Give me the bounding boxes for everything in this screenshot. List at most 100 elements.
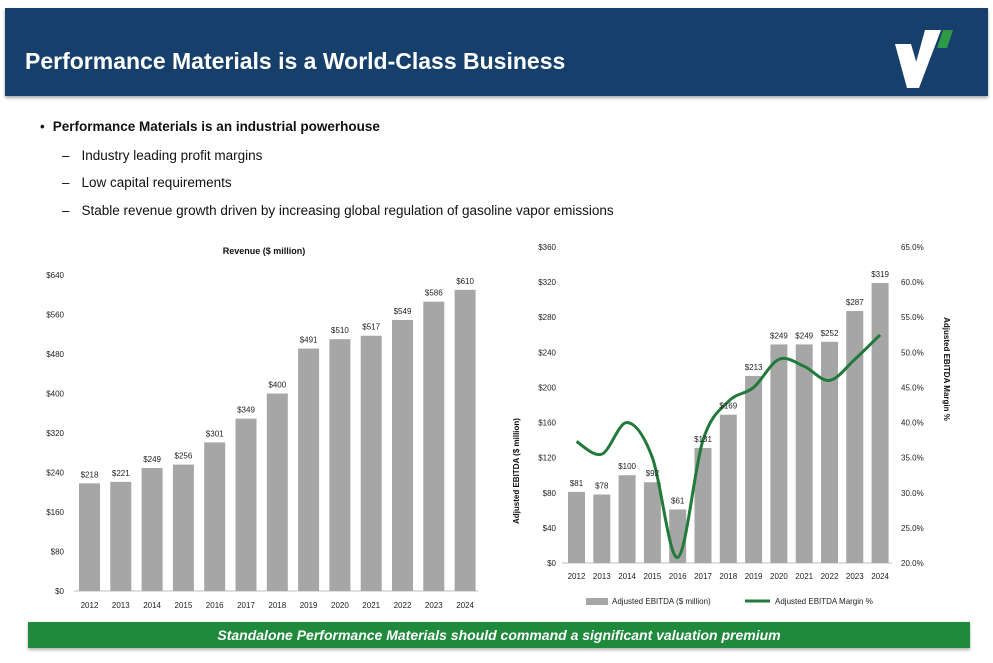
bullet-main-text: Performance Materials is an industrial p… xyxy=(52,119,380,134)
ebitda-y-tick-label-right: 55.0% xyxy=(901,313,924,322)
revenue-data-label: $349 xyxy=(237,406,255,415)
ebitda-data-label: $213 xyxy=(745,363,763,372)
revenue-y-tick-label: $640 xyxy=(46,271,64,280)
revenue-bar xyxy=(79,483,100,591)
revenue-bar xyxy=(392,319,413,591)
revenue-x-tick-label: 2018 xyxy=(268,601,286,610)
ebitda-bar xyxy=(795,344,813,563)
ebitda-y-tick-label-left: $40 xyxy=(543,524,557,533)
company-logo-icon xyxy=(895,30,953,88)
revenue-x-tick-label: 2020 xyxy=(331,601,349,610)
revenue-bar xyxy=(329,339,351,591)
ebitda-bar xyxy=(719,414,737,563)
revenue-bar xyxy=(298,348,320,591)
revenue-x-tick-label: 2024 xyxy=(456,601,474,610)
ebitda-y-tick-label-left: $80 xyxy=(543,489,557,498)
bullet-sub-text: Stable revenue growth driven by increasi… xyxy=(81,203,614,218)
revenue-data-label: $218 xyxy=(81,470,99,479)
ebitda-data-label: $319 xyxy=(871,270,889,279)
ebitda-y-tick-label-right: 45.0% xyxy=(901,383,924,392)
revenue-data-label: $400 xyxy=(268,381,286,390)
ebitda-bar xyxy=(643,482,661,563)
revenue-x-tick-label: 2016 xyxy=(206,601,224,610)
ebitda-y-tick-label-left: $240 xyxy=(538,348,556,357)
ebitda-x-tick-label: 2014 xyxy=(618,572,636,581)
revenue-x-tick-label: 2014 xyxy=(143,601,161,610)
ebitda-x-tick-label: 2023 xyxy=(846,572,864,581)
ebitda-data-label: $61 xyxy=(671,496,685,505)
ebitda-chart: $81 $78 $100 $92 $61 $131 $169 $213 $249 $249 $252… xyxy=(512,243,951,606)
ebitda-y-tick-label-left: $120 xyxy=(538,454,556,463)
revenue-bar xyxy=(172,464,194,591)
revenue-x-tick-label: 2012 xyxy=(81,601,99,610)
ebitda-data-label: $249 xyxy=(770,331,788,340)
ebitda-data-label: $78 xyxy=(595,482,609,491)
ebitda-y-tick-label-right: 50.0% xyxy=(901,348,924,357)
ebitda-x-tick-label: 2013 xyxy=(593,572,611,581)
ebitda-y-tick-label-left: $280 xyxy=(538,313,556,322)
ebitda-x-tick-label: 2012 xyxy=(568,572,586,581)
ebitda-bar xyxy=(618,475,636,563)
bullet-sub-text: Low capital requirements xyxy=(81,175,232,190)
header-bar: Performance Materials is a World-Class B… xyxy=(5,8,988,96)
ebitda-y-tick-label-left: $0 xyxy=(547,559,556,568)
bullet-sub: – Low capital requirements xyxy=(62,175,232,190)
ebitda-margin-line xyxy=(575,333,882,559)
bullet-sub-text: Industry leading profit margins xyxy=(81,148,263,163)
revenue-bar xyxy=(423,301,445,591)
ebitda-bar xyxy=(821,341,838,563)
ebitda-y-tick-label-right: 30.0% xyxy=(901,489,924,498)
legend-bar-swatch xyxy=(586,598,608,605)
ebitda-x-tick-label: 2017 xyxy=(694,572,712,581)
legend-line-label: Adjusted EBITDA Margin % xyxy=(775,597,873,606)
legend: Adjusted EBITDA ($ million) Adjusted EBI… xyxy=(586,597,873,606)
revenue-y-tick-label: $0 xyxy=(55,587,64,596)
revenue-y-tick-label: $560 xyxy=(46,311,64,320)
revenue-data-label: $517 xyxy=(362,323,380,332)
ebitda-y-tick-label-left: $360 xyxy=(538,243,556,252)
ebitda-data-label: $287 xyxy=(846,298,864,307)
ebitda-bar xyxy=(694,448,712,563)
revenue-bar xyxy=(235,418,257,591)
ebitda-data-label: $81 xyxy=(570,479,584,488)
bullet-main: • Performance Materials is an industrial … xyxy=(40,119,380,134)
revenue-y-tick-label: $160 xyxy=(46,508,64,517)
ebitda-y-tick-label-right: 25.0% xyxy=(901,524,924,533)
ebitda-y-tick-label-right: 65.0% xyxy=(901,243,924,252)
revenue-x-tick-label: 2023 xyxy=(425,601,443,610)
revenue-y-tick-label: $400 xyxy=(46,390,64,399)
revenue-bar xyxy=(266,393,288,591)
revenue-bar xyxy=(360,335,382,591)
ebitda-data-label: $100 xyxy=(618,462,636,471)
revenue-data-label: $610 xyxy=(456,277,474,286)
ebitda-x-tick-label: 2015 xyxy=(644,572,662,581)
ebitda-y-tick-label-left: $200 xyxy=(538,383,556,392)
ebitda-x-tick-label: 2022 xyxy=(821,572,839,581)
page-title: Performance Materials is a World-Class B… xyxy=(25,48,566,74)
revenue-data-label: $510 xyxy=(331,326,349,335)
revenue-data-label: $256 xyxy=(175,452,193,461)
revenue-bar xyxy=(204,442,226,591)
revenue-x-tick-label: 2015 xyxy=(175,601,193,610)
revenue-bar xyxy=(454,289,476,591)
revenue-data-label: $301 xyxy=(206,429,224,438)
ebitda-data-label: $249 xyxy=(795,331,813,340)
bullet-sub: – Industry leading profit margins xyxy=(62,148,263,163)
ebitda-y-tick-label-right: 40.0% xyxy=(901,419,924,428)
ebitda-x-tick-label: 2020 xyxy=(770,572,788,581)
ebitda-x-tick-label: 2021 xyxy=(795,572,813,581)
ebitda-bar xyxy=(745,376,763,563)
revenue-bar xyxy=(141,468,163,591)
revenue-y-tick-label: $240 xyxy=(46,469,64,478)
revenue-bar xyxy=(110,481,132,591)
revenue-x-tick-label: 2022 xyxy=(394,601,412,610)
revenue-data-label: $491 xyxy=(300,336,318,345)
revenue-x-tick-label: 2019 xyxy=(300,601,318,610)
revenue-x-tick-label: 2021 xyxy=(362,601,380,610)
ebitda-left-axis-label: Adjusted EBITDA ($ million) xyxy=(512,418,521,524)
revenue-data-label: $249 xyxy=(143,455,161,464)
revenue-y-tick-label: $320 xyxy=(46,429,64,438)
ebitda-data-label: $252 xyxy=(821,329,839,338)
ebitda-y-tick-label-left: $160 xyxy=(538,419,556,428)
revenue-x-tick-label: 2017 xyxy=(237,601,255,610)
